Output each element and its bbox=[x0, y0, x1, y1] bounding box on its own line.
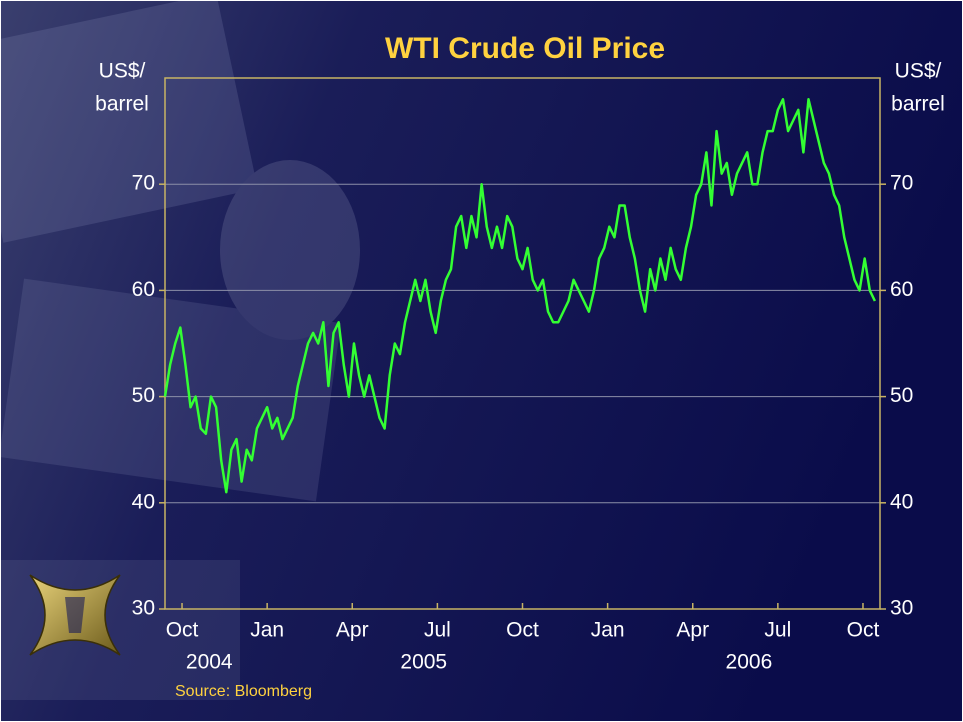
x-tick-label: Jan bbox=[591, 619, 625, 642]
y-tick-label: 30 bbox=[132, 597, 155, 620]
y-tick-label: 60 bbox=[132, 278, 155, 301]
x-tick-label: Apr bbox=[336, 619, 369, 642]
y2-tick-label: 30 bbox=[890, 597, 913, 620]
x-tick-label: Oct bbox=[847, 619, 880, 642]
y2-tick-label: 50 bbox=[890, 384, 913, 407]
chart: WTI Crude Oil Price US$/ barrel US$/ bar… bbox=[0, 0, 963, 722]
x-tick-label: Jan bbox=[250, 619, 284, 642]
y2-axis-label: barrel bbox=[891, 93, 945, 116]
x-tick-label: Oct bbox=[166, 619, 199, 642]
y2-tick-label: 70 bbox=[890, 172, 913, 195]
y2-axis-label: US$/ bbox=[895, 60, 942, 83]
year-label: 2005 bbox=[400, 651, 447, 674]
y-tick-label: 70 bbox=[132, 172, 155, 195]
y-tick-label: 40 bbox=[132, 490, 155, 513]
x-tick-label: Jul bbox=[424, 619, 451, 642]
y-axis-label: US$/ bbox=[99, 60, 146, 83]
y-tick-label: 50 bbox=[132, 384, 155, 407]
x-tick-label: Jul bbox=[764, 619, 791, 642]
source-note: Source: Bloomberg bbox=[175, 683, 312, 700]
year-label: 2006 bbox=[726, 651, 773, 674]
y-axis-label: barrel bbox=[95, 93, 149, 116]
chart-title: WTI Crude Oil Price bbox=[385, 32, 665, 65]
x-tick-label: Apr bbox=[676, 619, 709, 642]
x-tick-label: Oct bbox=[506, 619, 539, 642]
page: WTI Crude Oil Price US$/ barrel US$/ bar… bbox=[0, 0, 963, 722]
y2-tick-label: 40 bbox=[890, 490, 913, 513]
year-label: 2004 bbox=[186, 651, 233, 674]
y2-tick-label: 60 bbox=[890, 278, 913, 301]
